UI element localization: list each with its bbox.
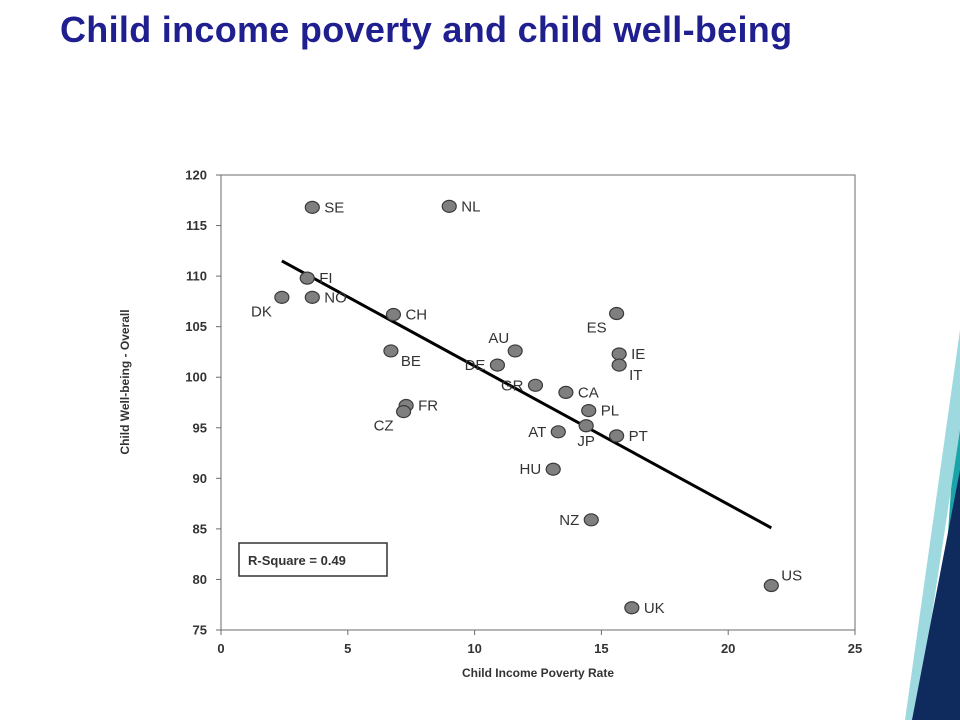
x-tick-label: 20 xyxy=(721,641,735,656)
x-tick-label: 5 xyxy=(344,641,351,656)
point-label-us: US xyxy=(781,568,802,585)
trend-line xyxy=(281,259,773,530)
r-square-label: R-Square = 0.49 xyxy=(248,553,346,568)
point-label-at: AT xyxy=(528,424,546,441)
point-pt xyxy=(609,429,625,443)
x-axis-label: Child Income Poverty Rate xyxy=(462,666,614,680)
y-tick-label: 105 xyxy=(185,319,207,334)
point-label-es: ES xyxy=(587,320,607,337)
point-label-fi: FI xyxy=(319,270,332,287)
point-dk xyxy=(274,290,290,304)
r-square-frame xyxy=(238,542,388,577)
x-tick-label: 15 xyxy=(594,641,608,656)
x-tick-label: 25 xyxy=(848,641,862,656)
point-de xyxy=(489,358,506,372)
point-label-ch: CH xyxy=(405,307,427,324)
slide-title: Child income poverty and child well-bein… xyxy=(60,9,793,50)
point-label-nz: NZ xyxy=(559,512,579,529)
deco-teal-stripe xyxy=(935,360,960,720)
point-ch xyxy=(385,307,402,322)
point-us xyxy=(763,578,779,593)
y-tick-label: 120 xyxy=(185,168,207,183)
deco-dark-panel xyxy=(912,470,960,720)
point-hu xyxy=(545,462,561,476)
point-label-au: AU xyxy=(488,330,509,347)
point-be xyxy=(383,344,399,358)
y-tick-label: 85 xyxy=(193,521,207,536)
deco-light-stripe xyxy=(905,330,960,720)
y-tick-label: 100 xyxy=(185,370,207,385)
point-jp xyxy=(578,419,594,433)
point-nl xyxy=(441,199,457,213)
point-label-de: DE xyxy=(465,357,486,374)
y-tick-label: 115 xyxy=(186,218,207,233)
point-it xyxy=(611,358,627,372)
point-nz xyxy=(583,513,599,527)
point-label-fr: FR xyxy=(418,398,438,415)
point-label-gr: GR xyxy=(501,377,524,394)
scatter-chart: 75 80 85 90 95 100 105 110 115 120 0 5 10 15 20 25 SE N… xyxy=(118,168,862,681)
point-label-uk: UK xyxy=(644,600,665,617)
point-label-hu: HU xyxy=(520,461,542,478)
x-tick-label: 10 xyxy=(467,641,481,656)
point-no xyxy=(304,290,320,304)
x-tick-label: 0 xyxy=(217,641,224,656)
y-axis-label: Child Well-being - Overall xyxy=(118,309,132,454)
point-label-no: NO xyxy=(324,289,347,306)
point-fi xyxy=(299,271,315,285)
y-axis-ticks: 75 80 85 90 95 100 105 110 115 120 xyxy=(185,168,221,638)
point-label-pl: PL xyxy=(601,403,619,420)
point-label-nl: NL xyxy=(461,198,480,215)
point-label-jp: JP xyxy=(577,433,595,450)
point-label-it: IT xyxy=(629,367,642,384)
y-tick-label: 75 xyxy=(193,623,207,638)
point-label-be: BE xyxy=(401,353,421,370)
point-cz xyxy=(395,405,412,419)
point-ca xyxy=(558,385,574,399)
point-label-dk: DK xyxy=(251,303,272,320)
point-label-ca: CA xyxy=(578,384,599,401)
r-square-box: R-Square = 0.49 xyxy=(238,542,388,577)
point-label-pt: PT xyxy=(629,428,648,445)
point-at xyxy=(550,425,566,439)
point-se xyxy=(304,200,320,214)
point-label-cz: CZ xyxy=(374,418,394,435)
y-tick-label: 110 xyxy=(186,269,207,284)
y-tick-label: 90 xyxy=(193,471,207,486)
point-au xyxy=(507,344,523,358)
point-label-ie: IE xyxy=(631,346,645,363)
point-label-se: SE xyxy=(324,199,344,216)
point-es xyxy=(609,306,625,321)
point-ie xyxy=(611,347,627,361)
point-pl xyxy=(581,403,597,418)
point-uk xyxy=(624,601,640,615)
x-axis-ticks: 0 5 10 15 20 25 xyxy=(217,630,862,656)
point-gr xyxy=(527,378,544,392)
chart-panel: 75 80 85 90 95 100 105 110 115 120 0 5 10 15 20 25 SE N… xyxy=(117,160,867,680)
y-tick-label: 95 xyxy=(193,420,207,435)
y-tick-label: 80 xyxy=(193,572,207,587)
